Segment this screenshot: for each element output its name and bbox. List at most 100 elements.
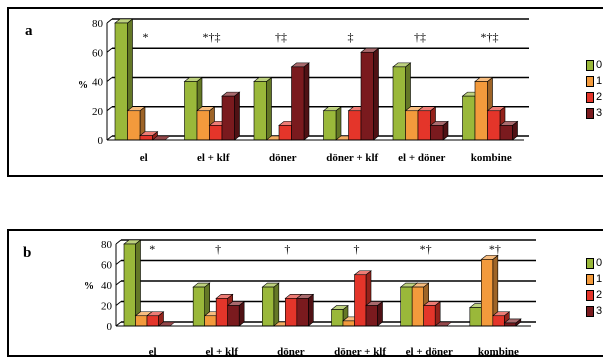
y-tick-label: 80 <box>101 239 113 251</box>
bar <box>146 315 159 327</box>
bar <box>227 305 240 327</box>
gridline-side <box>106 47 113 53</box>
bar-side <box>373 47 379 141</box>
legend-swatch <box>586 107 594 119</box>
bar <box>417 110 431 141</box>
bar-side <box>273 282 280 327</box>
significance-annotation: *†‡ <box>481 30 499 44</box>
bar <box>204 315 217 327</box>
legend-item: 3 <box>586 105 602 121</box>
legend-label: 0 <box>596 257 603 269</box>
bar <box>221 95 235 141</box>
bar-side <box>308 293 314 327</box>
bar <box>184 81 198 141</box>
x-tick-label: el + döner <box>398 152 445 164</box>
x-tick-label: el + klf <box>197 152 230 164</box>
bar <box>278 125 292 141</box>
bar <box>474 81 488 141</box>
bar <box>400 286 413 327</box>
x-tick-label: kombine <box>471 152 512 164</box>
panel-label-b: b <box>23 245 32 261</box>
y-tick-label: 20 <box>92 106 104 118</box>
legend-swatch <box>586 91 594 103</box>
gridline-side <box>106 106 113 112</box>
panel-b: b 0 20 40 60 80% * el † el + klf † döner † döner + k… <box>7 229 603 358</box>
legend-swatch <box>586 305 594 317</box>
legend-item: 0 <box>586 255 602 271</box>
bar <box>262 286 275 327</box>
legend-swatch <box>586 59 594 71</box>
bar <box>192 286 205 327</box>
x-tick-label: kombine <box>478 346 519 358</box>
legend-swatch <box>586 257 594 269</box>
bar <box>135 315 148 327</box>
legend-item: 2 <box>586 287 602 303</box>
bar <box>253 81 267 141</box>
bar <box>481 259 494 327</box>
significance-annotation: †‡ <box>414 30 426 44</box>
y-tick-label: 0 <box>98 135 104 147</box>
legend-item: 2 <box>586 89 602 105</box>
significance-annotation: † <box>354 242 360 256</box>
bar-side <box>266 76 272 141</box>
legend-label: 0 <box>596 59 603 71</box>
legend-item: 1 <box>586 271 602 287</box>
gridline-side <box>115 260 122 265</box>
legend-swatch <box>586 289 594 301</box>
bar <box>215 298 228 327</box>
panel-a: a 0 20 40 60 80% * el *†‡ el + klf †‡ döner ‡ döner … <box>7 7 603 177</box>
gridline-side <box>106 135 113 141</box>
gridline-side <box>115 239 122 245</box>
bar <box>360 51 374 141</box>
bar <box>114 22 128 141</box>
y-tick-label: 60 <box>92 47 104 59</box>
legend-swatch <box>586 75 594 87</box>
legend-item: 1 <box>586 73 602 89</box>
bar <box>499 125 513 141</box>
bar <box>492 315 505 327</box>
y-axis-label: % <box>78 80 88 91</box>
y-tick-label: 80 <box>92 18 104 30</box>
significance-annotation: *†‡ <box>203 30 221 44</box>
bar <box>331 309 344 327</box>
significance-annotation: † <box>284 242 290 256</box>
y-axis-label: % <box>84 281 94 292</box>
bar <box>405 110 419 141</box>
gridline-side <box>115 321 122 327</box>
gridline-side <box>115 280 122 286</box>
significance-annotation: ‡ <box>348 30 354 44</box>
legend-label: 1 <box>596 273 603 285</box>
bar <box>285 298 298 327</box>
bar-side <box>335 106 342 141</box>
y-tick-label: 20 <box>101 301 113 313</box>
significance-annotation: † <box>215 242 221 256</box>
chart-a: 0 20 40 60 80% * el *†‡ el + klf †‡ döner ‡ döner + … <box>78 18 529 164</box>
legend-label: 1 <box>596 75 603 87</box>
legend-label: 2 <box>596 289 603 301</box>
y-tick-label: 0 <box>107 321 113 333</box>
significance-annotation: * <box>143 30 149 44</box>
y-tick-label: 40 <box>92 77 104 89</box>
bar <box>123 243 136 327</box>
legend-a: 0 1 2 3 <box>586 57 602 121</box>
x-tick-label: el <box>140 152 148 164</box>
y-tick-label: 60 <box>101 260 113 272</box>
x-tick-label: el + döner <box>406 346 453 358</box>
x-tick-label: döner <box>269 152 297 164</box>
x-tick-label: döner + klf <box>326 152 378 164</box>
bar <box>487 110 501 141</box>
legend-label: 2 <box>596 91 603 103</box>
bar <box>139 135 153 141</box>
bar <box>209 125 223 141</box>
gridline-side <box>106 77 113 82</box>
panel-label-a: a <box>25 23 33 39</box>
bar <box>430 125 444 141</box>
bar <box>462 95 476 141</box>
gridline-side <box>115 301 122 306</box>
bar <box>323 110 337 141</box>
bar <box>127 110 141 141</box>
x-tick-label: döner <box>277 346 305 358</box>
x-tick-label: el + klf <box>205 346 238 358</box>
chart-b: 0 20 40 60 80% * el † el + klf † döner † döner + klf… <box>84 239 536 358</box>
bar <box>469 307 482 327</box>
